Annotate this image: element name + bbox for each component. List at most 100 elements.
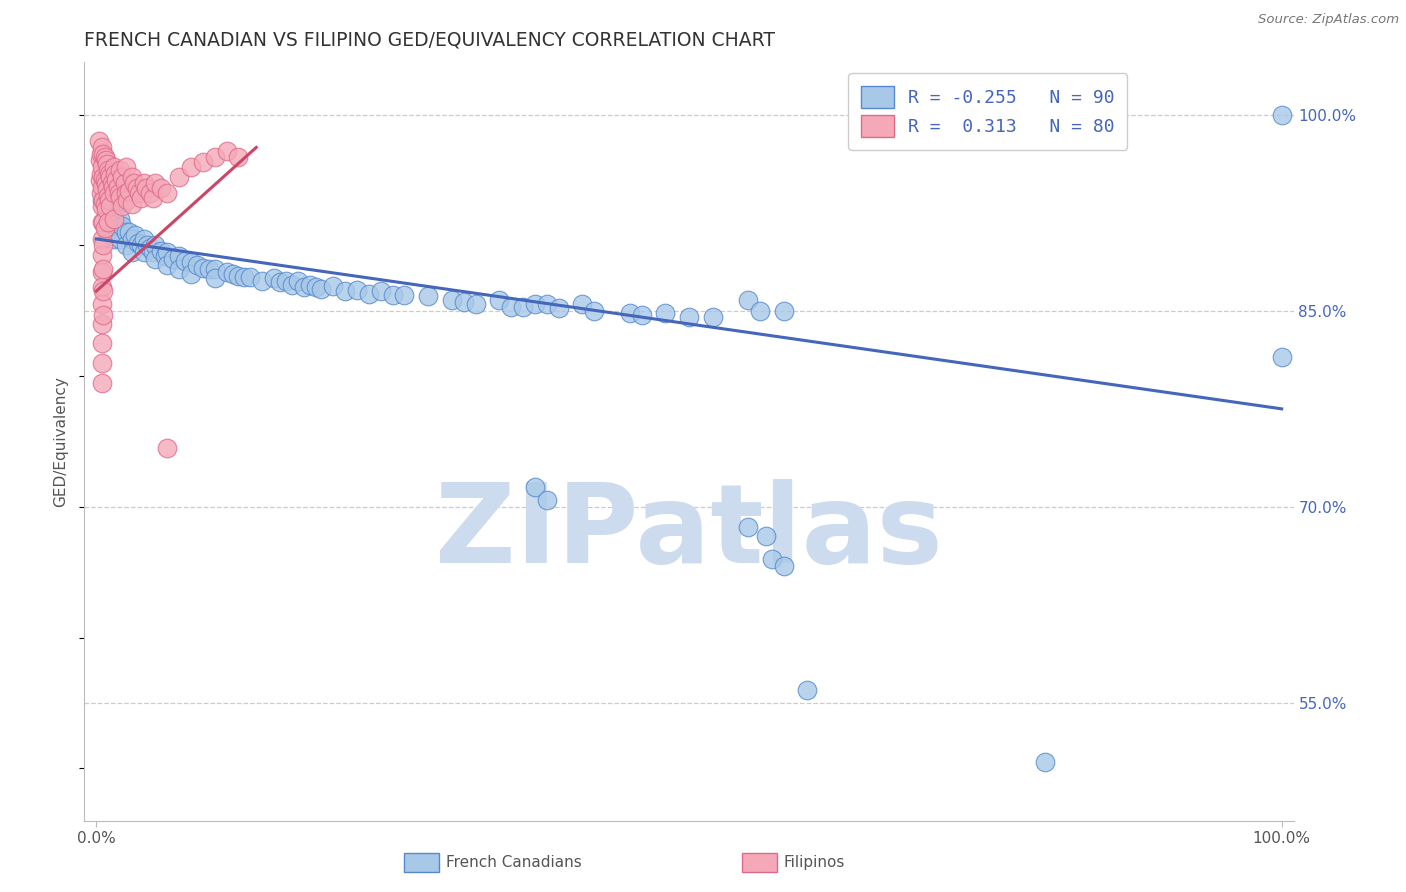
Point — [91, 262, 114, 277]
Point — [333, 284, 356, 298]
Point — [536, 493, 558, 508]
Point — [370, 284, 392, 298]
Point — [91, 297, 114, 311]
Point — [221, 267, 243, 281]
Point — [180, 255, 202, 269]
Point — [228, 150, 250, 164]
Point — [191, 260, 214, 275]
Point — [100, 212, 122, 227]
Point — [111, 199, 134, 213]
Point — [87, 134, 110, 148]
Point — [91, 336, 114, 351]
Point — [737, 293, 759, 308]
Text: Filipinos: Filipinos — [785, 855, 845, 870]
Point — [523, 480, 546, 494]
Point — [94, 202, 117, 216]
Point — [100, 176, 122, 190]
Point — [292, 280, 315, 294]
Point — [488, 293, 510, 308]
Point — [115, 160, 138, 174]
Point — [111, 219, 134, 233]
Point — [772, 558, 794, 573]
Point — [145, 252, 167, 266]
Point — [128, 186, 150, 201]
Point — [115, 193, 138, 207]
Point — [167, 262, 190, 277]
Point — [90, 167, 112, 181]
Point — [737, 519, 759, 533]
Point — [107, 186, 129, 201]
Point — [93, 150, 115, 164]
Point — [93, 219, 115, 233]
Point — [239, 269, 262, 284]
Point — [91, 140, 114, 154]
Point — [127, 235, 149, 250]
Point — [115, 186, 138, 201]
Legend: R = -0.255   N = 90, R =  0.313   N = 80: R = -0.255 N = 90, R = 0.313 N = 80 — [848, 73, 1128, 150]
Point — [156, 258, 179, 272]
Point — [107, 179, 129, 194]
Point — [135, 181, 157, 195]
Point — [97, 199, 120, 213]
Point — [156, 244, 179, 259]
Point — [90, 147, 112, 161]
Point — [162, 252, 184, 266]
Point — [91, 264, 114, 278]
Point — [702, 310, 724, 325]
Point — [91, 238, 114, 252]
Point — [93, 221, 115, 235]
Point — [129, 191, 152, 205]
Point — [1271, 108, 1294, 122]
Point — [91, 179, 114, 194]
Point — [536, 297, 558, 311]
Point — [619, 306, 641, 320]
Point — [322, 279, 344, 293]
Point — [108, 162, 131, 177]
Point — [269, 275, 291, 289]
Point — [91, 232, 114, 246]
Point — [357, 286, 380, 301]
Point — [381, 288, 404, 302]
Point — [91, 308, 114, 322]
Point — [142, 191, 165, 205]
Point — [153, 249, 176, 263]
Point — [138, 241, 160, 255]
Point — [96, 157, 118, 171]
Point — [93, 173, 115, 187]
Point — [103, 186, 125, 201]
Point — [96, 206, 118, 220]
Point — [263, 271, 285, 285]
Point — [97, 215, 120, 229]
Point — [122, 176, 145, 190]
Point — [104, 167, 127, 181]
Point — [755, 529, 778, 543]
Point — [150, 181, 173, 195]
Point — [98, 167, 121, 181]
Point — [749, 303, 772, 318]
Point — [100, 199, 122, 213]
Point — [145, 238, 167, 252]
Point — [91, 215, 114, 229]
Point — [121, 232, 143, 246]
Point — [108, 232, 131, 246]
Point — [136, 238, 159, 252]
Point — [94, 153, 117, 168]
Point — [96, 182, 118, 196]
Point — [103, 160, 125, 174]
Point — [761, 552, 783, 566]
Point — [98, 193, 121, 207]
Point — [228, 268, 250, 283]
Point — [91, 193, 114, 207]
Point — [346, 283, 368, 297]
Point — [215, 264, 238, 278]
Point — [1271, 350, 1294, 364]
Point — [167, 249, 190, 263]
Point — [103, 212, 125, 227]
Point — [132, 232, 155, 246]
Point — [91, 247, 114, 261]
Point — [523, 297, 546, 311]
Point — [93, 196, 115, 211]
Point — [796, 682, 818, 697]
Point — [501, 300, 523, 314]
Point — [103, 232, 125, 246]
